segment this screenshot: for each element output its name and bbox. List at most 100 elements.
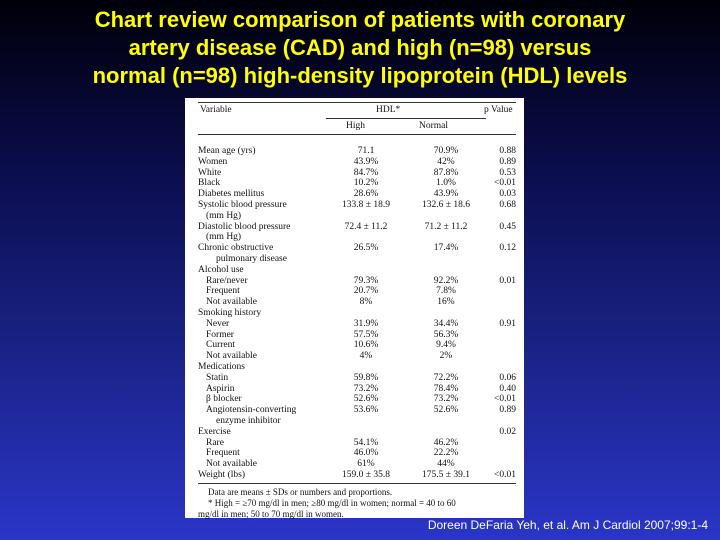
row-p-value: 0.88	[499, 146, 516, 156]
table-bottom-rule	[198, 482, 516, 484]
row-label: Former	[206, 329, 234, 340]
note-line-2: * High = ≥70 mg/dl in men; ≥80 mg/dl in …	[208, 497, 456, 508]
row-normal-value: 70.9%	[433, 146, 459, 156]
row-normal-value	[406, 265, 486, 276]
table-row: Not available 8% 16%	[198, 297, 516, 308]
row-label: (mm Hg)	[206, 210, 242, 221]
table-row: Mean age (yrs) 71.1 70.9% 0.88	[198, 146, 516, 157]
row-p-value	[486, 362, 516, 373]
row-p-value	[486, 297, 516, 308]
row-label: Smoking history	[198, 307, 262, 318]
row-p-value	[486, 265, 516, 276]
row-label: Medications	[198, 361, 245, 372]
row-high-value: 4%	[359, 351, 373, 362]
row-p-value	[486, 308, 516, 319]
row-normal-value: 44%	[437, 459, 455, 470]
row-p-value	[486, 351, 516, 362]
row-high-value: 57.5%	[353, 329, 379, 340]
row-label: pulmonary disease	[216, 253, 287, 264]
row-p-value: 0.45	[499, 221, 516, 232]
row-p-value	[486, 330, 516, 341]
row-p-value: 0.89	[499, 405, 516, 416]
table-row: Smoking history	[198, 308, 516, 319]
row-label: Current	[206, 340, 236, 351]
table-row: Medications	[198, 362, 516, 373]
row-label: Women	[198, 156, 228, 167]
table-row: Angiotensin-converting 53.6% 52.6% 0.89	[198, 405, 516, 416]
row-high-value: 79.3%	[353, 275, 379, 286]
row-p-value	[486, 211, 516, 222]
row-high-value: 72.4 ± 11.2	[344, 221, 388, 232]
header-bottom-rule	[198, 134, 516, 135]
table-row: Not available 4% 2%	[198, 351, 516, 362]
row-high-value: 59.8%	[353, 372, 379, 383]
row-label: Rare	[206, 437, 224, 448]
row-p-value	[486, 232, 516, 243]
table-row: (mm Hg)	[198, 211, 516, 222]
table-row: White 84.7% 87.8% 0.53	[198, 168, 516, 179]
header-top-rule	[198, 102, 516, 103]
table-row: pulmonary disease	[198, 254, 516, 265]
row-normal-value: 1.0%	[436, 178, 456, 189]
row-normal-value	[406, 416, 486, 427]
row-normal-value: 16%	[437, 297, 455, 308]
row-high-value	[326, 427, 406, 438]
row-normal-value: 92.2%	[433, 275, 459, 286]
table-row: Chronic obstructive 26.5% 17.4% 0.12	[198, 243, 516, 254]
row-label: Alcohol use	[198, 264, 244, 275]
table-row: Aspirin 73.2% 78.4% 0.40	[198, 384, 516, 395]
row-normal-value	[406, 362, 486, 373]
row-p-value	[486, 459, 516, 470]
row-p-value: 0.68	[499, 199, 516, 210]
table-row: Exercise 0.02	[198, 427, 516, 438]
row-label: Diastolic blood pressure	[198, 221, 291, 232]
row-normal-value: 175.5 ± 39.1	[422, 469, 470, 480]
table-row: Rare/never 79.3% 92.2% 0.01	[198, 276, 516, 287]
row-normal-value: 73.2%	[433, 394, 459, 405]
row-normal-value: 52.6%	[433, 405, 459, 416]
row-label: Black	[198, 178, 221, 189]
row-p-value: <0.01	[494, 178, 516, 189]
row-normal-value: 22.2%	[433, 448, 459, 459]
row-label: Not available	[206, 459, 257, 470]
row-normal-value: 34.4%	[433, 318, 459, 329]
row-high-value: 54.1%	[353, 437, 379, 448]
row-normal-value	[406, 427, 486, 438]
row-label: Exercise	[198, 426, 231, 437]
row-label: Rare/never	[206, 275, 248, 286]
row-p-value: 0.12	[499, 243, 516, 254]
row-p-value: <0.01	[494, 394, 516, 405]
table-row: Never 31.9% 34.4% 0.91	[198, 319, 516, 330]
row-label: Diabetes mellitus	[198, 189, 265, 200]
row-high-value: 52.6%	[353, 394, 379, 405]
table-row: Frequent 20.7% 7.8%	[198, 286, 516, 297]
row-high-value: 84.7%	[353, 167, 379, 178]
row-normal-value: 2%	[439, 351, 453, 362]
row-p-value: 0.53	[499, 167, 516, 178]
row-high-value: 8%	[359, 297, 373, 308]
row-normal-value: 87.8%	[433, 167, 459, 178]
table-body: Mean age (yrs) 71.1 70.9% 0.88 Women 43.9% 42%…	[198, 146, 516, 481]
row-p-value	[486, 286, 516, 297]
row-label: Not available	[206, 297, 257, 308]
note-line-3: mg/dl in men; 50 to 70 mg/dl in women.	[198, 508, 344, 519]
row-p-value	[486, 254, 516, 265]
row-label: Not available	[206, 351, 257, 362]
row-high-value: 53.6%	[353, 405, 379, 416]
row-label: Angiotensin-converting	[206, 405, 297, 416]
row-label: (mm Hg)	[206, 232, 242, 243]
row-high-value	[326, 416, 406, 427]
row-normal-value: 78.4%	[433, 383, 459, 394]
row-normal-value: 46.2%	[433, 437, 459, 448]
row-label: Statin	[206, 372, 229, 383]
row-label: Systolic blood pressure	[198, 199, 287, 210]
row-label: Chronic obstructive	[198, 243, 274, 254]
row-high-value: 31.9%	[353, 318, 379, 329]
table-row: Former 57.5% 56.3%	[198, 330, 516, 341]
row-p-value: 0.91	[499, 318, 516, 329]
table-row: (mm Hg)	[198, 232, 516, 243]
table-row: Current 10.6% 9.4%	[198, 340, 516, 351]
row-normal-value: 7.8%	[436, 286, 456, 297]
row-high-value	[326, 211, 406, 222]
row-p-value: 0.03	[499, 189, 516, 200]
